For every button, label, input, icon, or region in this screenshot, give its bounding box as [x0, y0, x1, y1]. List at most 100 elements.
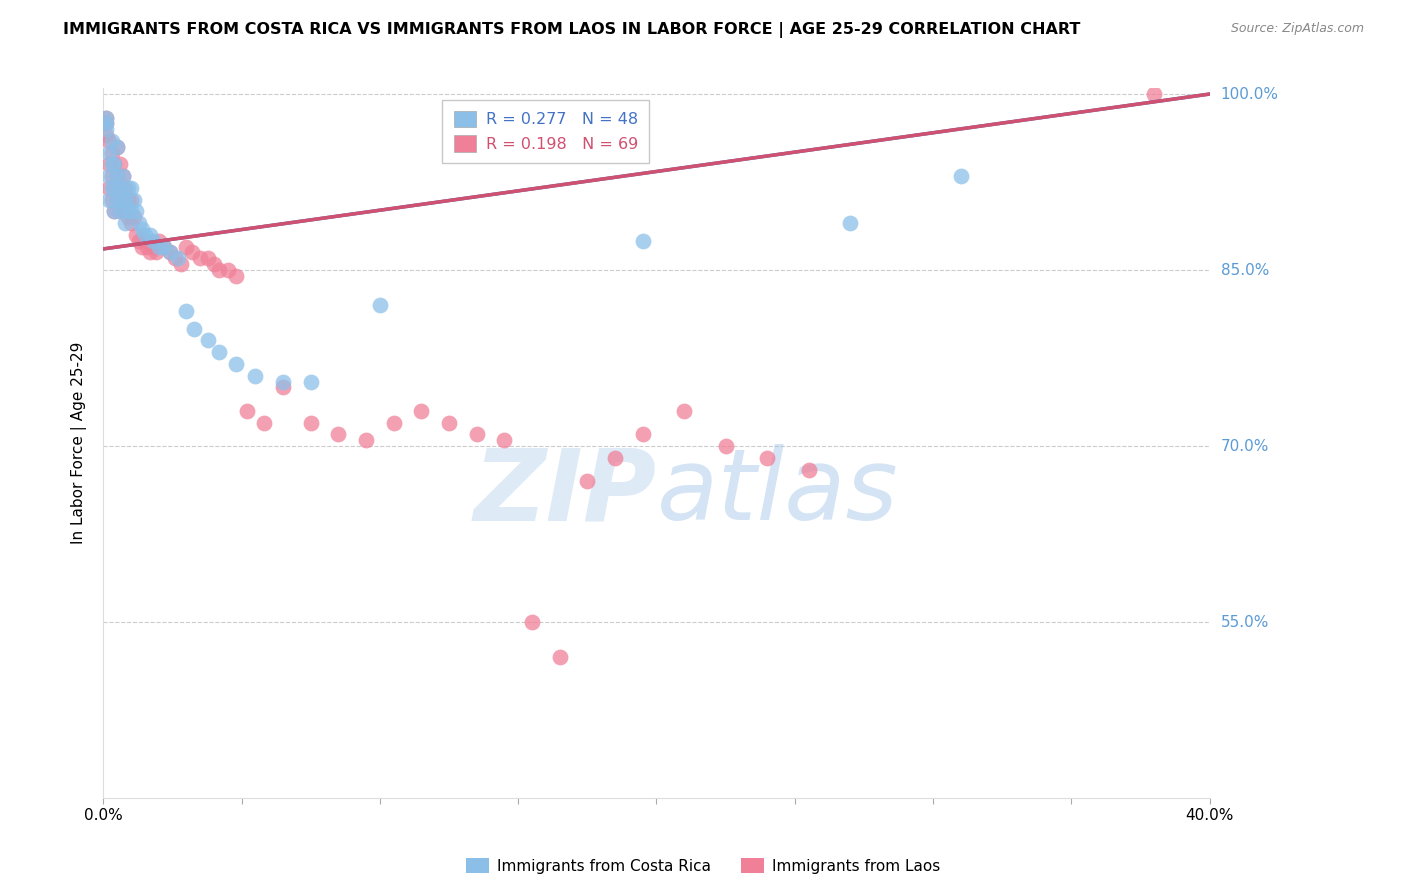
Point	[839, 216, 862, 230]
Point	[197, 252, 219, 266]
Point	[108, 181, 131, 195]
Point	[217, 263, 239, 277]
Point	[131, 222, 153, 236]
Point	[100, 157, 122, 171]
Point	[245, 368, 267, 383]
Point	[97, 193, 120, 207]
Point	[299, 416, 322, 430]
Point	[111, 193, 134, 207]
Point	[108, 157, 131, 171]
Point	[253, 416, 276, 430]
Point	[465, 427, 488, 442]
Point	[94, 116, 117, 130]
Point	[97, 181, 120, 195]
Point	[202, 257, 225, 271]
Point	[100, 169, 122, 184]
Point	[125, 204, 148, 219]
Point	[225, 268, 247, 283]
Point	[631, 234, 654, 248]
Point	[97, 134, 120, 148]
Point	[1143, 87, 1166, 101]
Point	[117, 181, 139, 195]
Point	[128, 216, 150, 230]
Point	[148, 239, 170, 253]
Point	[236, 404, 259, 418]
Point	[354, 433, 377, 447]
Point	[103, 181, 125, 195]
Point	[225, 357, 247, 371]
Point	[271, 375, 294, 389]
Point	[631, 427, 654, 442]
Point	[108, 204, 131, 219]
Point	[105, 193, 128, 207]
Point	[105, 169, 128, 184]
Point	[94, 116, 117, 130]
Point	[714, 439, 737, 453]
Point	[111, 193, 134, 207]
Point	[139, 227, 162, 242]
Point	[114, 193, 136, 207]
Point	[97, 157, 120, 171]
Point	[183, 322, 205, 336]
Point	[949, 169, 972, 184]
Point	[208, 263, 231, 277]
Point	[105, 169, 128, 184]
Text: 55.0%: 55.0%	[1220, 615, 1270, 630]
Point	[117, 211, 139, 225]
Point	[159, 245, 181, 260]
Point	[120, 216, 142, 230]
Point	[108, 181, 131, 195]
Point	[153, 239, 176, 253]
Point	[120, 193, 142, 207]
Point	[134, 234, 156, 248]
Point	[97, 169, 120, 184]
Point	[169, 257, 191, 271]
Point	[111, 169, 134, 184]
Point	[174, 239, 197, 253]
Point	[142, 239, 165, 253]
Point	[100, 181, 122, 195]
Point	[188, 252, 211, 266]
Point	[167, 252, 190, 266]
Point	[520, 615, 543, 629]
Point	[153, 239, 176, 253]
Point	[159, 245, 181, 260]
Point	[100, 134, 122, 148]
Point	[174, 304, 197, 318]
Legend: Immigrants from Costa Rica, Immigrants from Laos: Immigrants from Costa Rica, Immigrants f…	[460, 852, 946, 880]
Point	[145, 245, 167, 260]
Text: IMMIGRANTS FROM COSTA RICA VS IMMIGRANTS FROM LAOS IN LABOR FORCE | AGE 25-29 CO: IMMIGRANTS FROM COSTA RICA VS IMMIGRANTS…	[63, 22, 1081, 38]
Point	[328, 427, 350, 442]
Point	[103, 204, 125, 219]
Text: 70.0%: 70.0%	[1220, 439, 1270, 453]
Point	[125, 227, 148, 242]
Point	[103, 204, 125, 219]
Text: ZIP: ZIP	[474, 444, 657, 541]
Point	[105, 140, 128, 154]
Point	[122, 211, 145, 225]
Point	[117, 204, 139, 219]
Point	[114, 216, 136, 230]
Point	[142, 234, 165, 248]
Point	[122, 193, 145, 207]
Point	[100, 193, 122, 207]
Point	[603, 450, 626, 465]
Point	[136, 239, 159, 253]
Point	[94, 128, 117, 142]
Point	[103, 157, 125, 171]
Text: atlas: atlas	[657, 444, 898, 541]
Point	[165, 252, 187, 266]
Point	[114, 204, 136, 219]
Legend: R = 0.277   N = 48, R = 0.198   N = 69: R = 0.277 N = 48, R = 0.198 N = 69	[443, 100, 650, 163]
Point	[134, 227, 156, 242]
Point	[103, 157, 125, 171]
Point	[673, 404, 696, 418]
Point	[148, 234, 170, 248]
Y-axis label: In Labor Force | Age 25-29: In Labor Force | Age 25-29	[72, 342, 87, 544]
Point	[120, 204, 142, 219]
Point	[271, 380, 294, 394]
Text: Source: ZipAtlas.com: Source: ZipAtlas.com	[1230, 22, 1364, 36]
Point	[208, 345, 231, 359]
Point	[197, 334, 219, 348]
Point	[105, 140, 128, 154]
